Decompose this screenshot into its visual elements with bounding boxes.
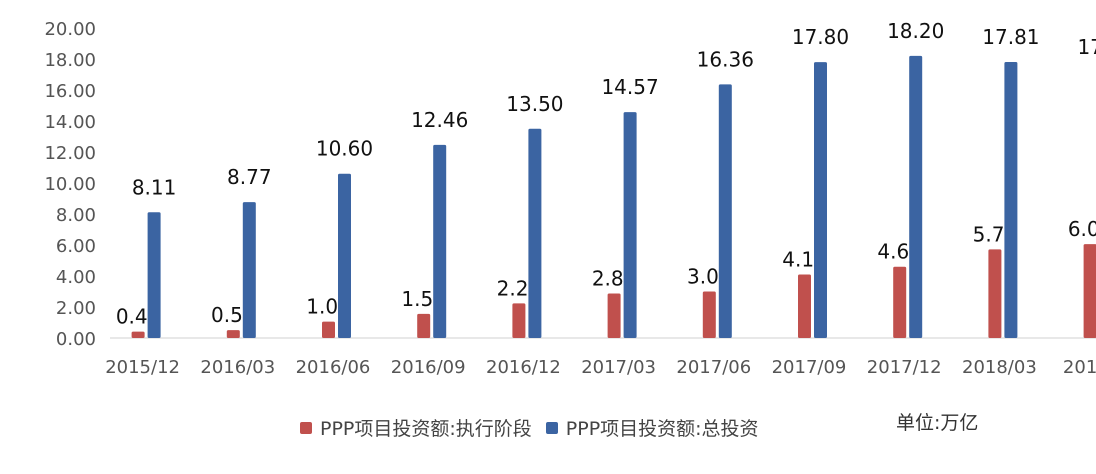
x-tick-label: 2015/12: [105, 357, 180, 378]
bar-execution: [702, 291, 716, 338]
data-label-total: 17.17: [1077, 35, 1096, 59]
x-tick-label: 2017/06: [676, 357, 751, 378]
bar-execution: [607, 293, 621, 338]
x-tick-label: 2018/03: [962, 357, 1037, 378]
x-tick-label: 2016/06: [296, 357, 371, 378]
data-label-total: 17.81: [982, 25, 1039, 49]
legend-label-total: PPP项目投资额:总投资: [565, 418, 759, 440]
bar-total: [528, 128, 542, 338]
x-tick-label: 2016/12: [486, 357, 561, 378]
y-tick-label: 18.00: [44, 50, 96, 71]
bar-total: [814, 62, 827, 338]
bar-execution: [226, 330, 240, 338]
y-tick-label: 14.00: [44, 112, 96, 133]
legend-swatch-total: [545, 421, 558, 434]
x-tick-label: 2016/03: [200, 357, 275, 378]
data-label-total: 13.50: [506, 92, 563, 116]
bar-execution: [798, 274, 811, 338]
y-tick-label: 6.00: [56, 236, 96, 257]
data-label-execution: 6.06: [1068, 217, 1096, 241]
bar-execution: [893, 266, 907, 338]
bar-total: [338, 173, 351, 338]
data-label-total: 17.80: [792, 25, 849, 49]
bar-total: [909, 55, 923, 339]
legend: PPP项目投资额:执行阶段 PPP项目投资额:总投资: [300, 414, 773, 441]
bar-execution: [512, 303, 526, 338]
x-tick-label: 2016/09: [391, 357, 466, 378]
bar-total: [433, 144, 447, 338]
y-tick-label: 0.00: [56, 329, 96, 350]
bar-total: [147, 212, 161, 338]
data-label-total: 12.46: [411, 108, 468, 132]
bar-execution: [322, 321, 335, 338]
bar-total: [623, 112, 637, 338]
data-label-total: 16.36: [697, 47, 754, 71]
data-label-total: 8.77: [227, 165, 272, 189]
bar-total: [1004, 61, 1018, 338]
y-tick-label: 20.00: [44, 19, 96, 40]
data-label-total: 10.60: [316, 137, 373, 161]
data-label-total: 18.20: [887, 19, 944, 43]
x-tick-label: 2018/0: [1063, 357, 1096, 378]
data-label-total: 14.57: [601, 75, 658, 99]
x-tick-label: 2017/09: [772, 357, 847, 378]
legend-item-total: PPP项目投资额:总投资: [545, 414, 759, 441]
unit-note: 单位:万亿: [896, 412, 979, 434]
x-tick-label: 2017/03: [581, 357, 656, 378]
y-tick-label: 16.00: [44, 81, 96, 102]
x-tick-label: 2017/12: [867, 357, 942, 378]
bar-execution: [988, 249, 1002, 338]
y-tick-label: 8.00: [56, 205, 96, 226]
data-label-total: 8.11: [132, 175, 177, 199]
y-tick-label: 4.00: [56, 267, 96, 288]
y-tick-label: 10.00: [44, 174, 96, 195]
bar-execution: [131, 331, 145, 338]
bar-total: [242, 202, 256, 338]
legend-label-execution: PPP项目投资额:执行阶段: [320, 418, 532, 440]
y-tick-label: 2.00: [56, 298, 96, 319]
legend-item-execution: PPP项目投资额:执行阶段: [300, 414, 532, 441]
y-tick-label: 12.00: [44, 143, 96, 164]
bar-execution: [417, 313, 431, 338]
legend-swatch-execution: [300, 421, 312, 434]
bar-total: [718, 84, 732, 338]
bar-execution: [1083, 244, 1096, 338]
